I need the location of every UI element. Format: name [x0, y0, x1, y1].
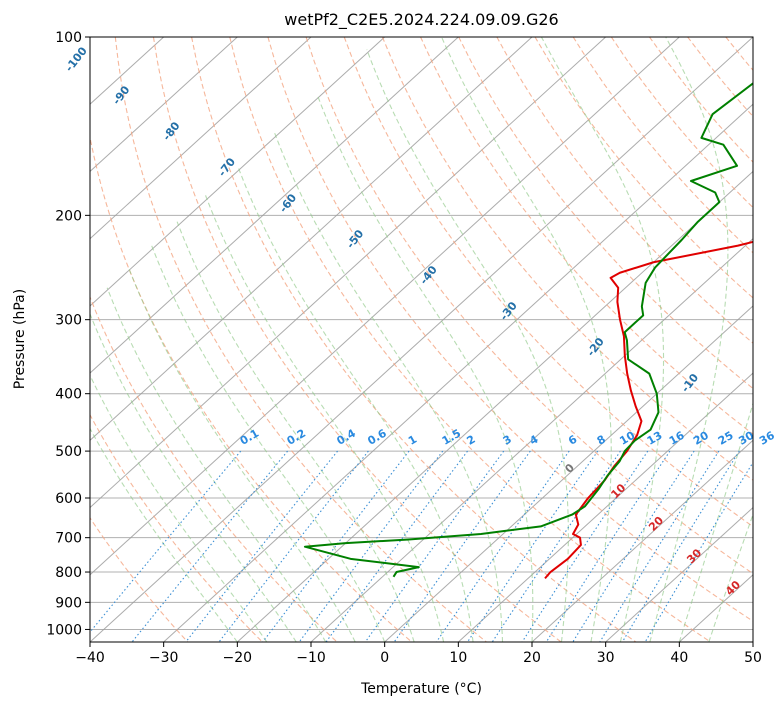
dry-adiabat-line	[90, 295, 338, 642]
isotherm-line	[90, 37, 753, 642]
moist-adiabat-line	[151, 245, 386, 642]
moist-adiabat-line	[204, 195, 445, 642]
dry-adiabat-line	[152, 37, 562, 642]
dewpoint-profile-line	[303, 82, 753, 578]
moist-adiabat-line	[678, 401, 753, 642]
moist-adiabat-line	[128, 267, 356, 642]
isotherm-line	[163, 103, 753, 642]
moist-adiabat-line	[708, 512, 753, 642]
y-tick-label: 600	[55, 491, 82, 507]
mixing-ratio-line	[467, 450, 599, 642]
moist-adiabat-line	[90, 427, 238, 642]
y-tick-label: 800	[55, 565, 82, 581]
moist-adiabat-line	[273, 132, 504, 642]
plot-frame	[89, 36, 754, 643]
moist-adiabat-line	[441, 37, 612, 642]
x-tick-label: −20	[223, 650, 253, 666]
mixing-ratio-label: 36	[757, 429, 775, 448]
y-tick-label: 900	[55, 595, 82, 611]
x-tick-label: −10	[296, 650, 326, 666]
dry-adiabat-line	[229, 37, 711, 642]
isotherm-line	[90, 37, 238, 173]
x-tick-label: −30	[149, 650, 179, 666]
x-tick-label: 30	[597, 650, 615, 666]
moist-adiabat-line	[90, 312, 297, 642]
y-tick-label: 300	[55, 313, 82, 329]
mixing-ratio-line	[621, 450, 740, 642]
isotherm-line	[90, 37, 680, 576]
axes: −40 −30 −20 −10 0 10 20 30 40 50 100 200 300 400 500 60…	[46, 30, 762, 666]
mixing-ratio-line	[185, 450, 338, 642]
moist-adiabat-line	[90, 374, 268, 642]
moist-adiabat-line	[540, 37, 665, 642]
dry-adiabat-line	[114, 37, 487, 642]
y-axis-label: Pressure (hPa)	[12, 289, 28, 389]
sounding-series	[303, 82, 753, 580]
x-tick-label: 40	[670, 650, 688, 666]
y-tick-label: 400	[55, 387, 82, 403]
isotherm-line	[90, 37, 459, 374]
mixing-ratio-line	[599, 450, 720, 642]
y-tick-label: 100	[55, 30, 82, 46]
x-tick-label: 0	[380, 650, 389, 666]
x-axis-label: Temperature (°C)	[360, 681, 482, 697]
moist-adiabat-line	[176, 221, 415, 642]
dry-adiabat-line	[90, 413, 263, 642]
x-tick-label: −40	[75, 650, 105, 666]
dry-adiabat-line	[90, 516, 189, 642]
y-tick-label: 1000	[46, 622, 82, 638]
dry-adiabat-line	[343, 37, 753, 528]
mixing-ratio-line	[298, 450, 444, 642]
mixing-ratio-line	[325, 450, 468, 642]
mixing-ratio-line	[435, 450, 570, 642]
mixing-ratio-line	[90, 450, 242, 633]
dry-adiabat-line	[534, 37, 753, 299]
isotherm-line	[457, 372, 753, 642]
isotherm-line	[384, 305, 753, 642]
moist-adiabat-line	[316, 94, 534, 642]
chart-title: wetPf2_C2E5.2024.224.09.09.G26	[284, 10, 558, 30]
x-tick-label: 20	[523, 650, 541, 666]
moist-adiabat-line	[237, 165, 474, 642]
x-tick-label: 50	[744, 650, 762, 666]
mixing-ratio-line	[218, 450, 369, 642]
isotherm-line	[90, 37, 386, 307]
x-tick-label: 10	[449, 650, 467, 666]
moist-adiabat-line	[106, 287, 327, 642]
plot-area	[90, 37, 753, 642]
mixing-ratio-line	[521, 450, 649, 642]
y-tick-label: 200	[55, 208, 82, 224]
temperature-profile-line	[544, 240, 753, 580]
isotherm-line	[531, 439, 753, 642]
dry-adiabat-line	[381, 37, 753, 481]
dry-adiabat-line	[267, 37, 753, 622]
isotherm-line	[90, 37, 607, 509]
isotherm-line	[236, 170, 753, 642]
mixing-ratio-line	[644, 461, 753, 642]
isotherm-line	[605, 506, 753, 642]
isotherm-line	[90, 37, 312, 240]
moist-adiabat-line	[366, 49, 569, 642]
mixing-ratio-line	[131, 450, 289, 642]
y-tick-label: 700	[55, 531, 82, 547]
y-tick-label: 500	[55, 444, 82, 460]
isotherm-line	[90, 37, 533, 442]
dry-adiabat-line	[191, 37, 637, 642]
moist-adiabat-line	[649, 37, 729, 642]
